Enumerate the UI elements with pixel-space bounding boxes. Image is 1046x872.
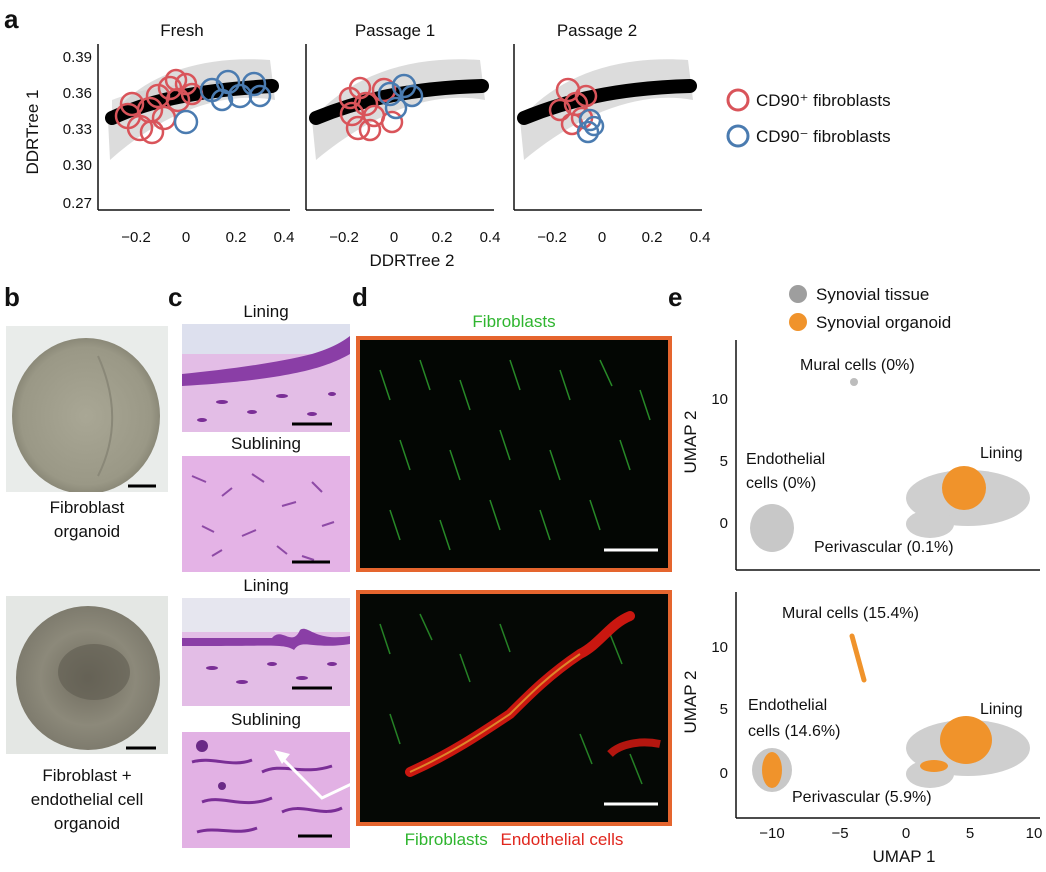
- ytick-top-10: 10: [711, 391, 728, 408]
- ytick-top-5: 5: [720, 453, 728, 470]
- top-mural-label: Mural cells (0%): [800, 357, 915, 374]
- ylabel-umap2-bottom: UMAP 2: [681, 671, 700, 734]
- panel-label-a: a: [4, 4, 19, 34]
- histology-lining-1: [182, 324, 350, 432]
- histology-sublining-2: [182, 732, 350, 848]
- xtick-5: 5: [966, 825, 974, 842]
- title-fresh: Fresh: [160, 21, 203, 40]
- ytick-top-0: 0: [720, 515, 728, 532]
- title-passage1: Passage 1: [355, 21, 435, 40]
- ylabel-umap2-top: UMAP 2: [681, 411, 700, 474]
- ytick-039: 0.39: [63, 49, 92, 66]
- bottom-mural-label: Mural cells (15.4%): [782, 605, 919, 622]
- bottom-lining-label: Lining: [980, 701, 1023, 718]
- xtick-p3-0: 0: [598, 229, 606, 246]
- legend-label-organoid: Synovial organoid: [816, 313, 951, 332]
- plot-fresh: [97, 44, 290, 211]
- label-d-bottom: Fibroblasts Endothelial cells: [356, 830, 672, 850]
- ylabel-ddrtree1: DDRTree 1: [23, 89, 42, 174]
- bottom-endo-label-2: cells (14.6%): [748, 723, 840, 740]
- caption-b-top-1: Fibroblast: [49, 498, 125, 517]
- xtick-0: 0: [902, 825, 910, 842]
- bottom-perivascular-label: Perivascular (5.9%): [792, 789, 932, 806]
- xlabel-ddrtree2: DDRTree 2: [369, 251, 454, 270]
- histology-lining-2: [182, 598, 350, 706]
- bottom-endo-label-1: Endothelial: [748, 697, 827, 714]
- ytick-030: 0.30: [63, 157, 92, 174]
- ytick-033: 0.33: [63, 121, 92, 138]
- title-passage2: Passage 2: [557, 21, 637, 40]
- xtick-p3-m02: −0.2: [537, 229, 567, 246]
- xtick-p2-0: 0: [390, 229, 398, 246]
- caption-b-bottom-2: endothelial cell: [30, 790, 144, 809]
- label-d-bottom-fibroblasts: Fibroblasts: [404, 830, 488, 849]
- umap-top: UMAP 2 10 5 0 Mural cells (0%) Endotheli…: [681, 340, 1040, 571]
- label-c-sublining-1: Sublining: [231, 434, 301, 453]
- top-lining-label: Lining: [980, 445, 1023, 462]
- panel-a-figure: Fresh Passage 1 Passage 2 DDRTree 1 0.39…: [23, 21, 891, 270]
- panel-e-figure: Synovial tissue Synovial organoid UMAP 2…: [681, 285, 1042, 866]
- legend-marker-organoid: [789, 313, 807, 331]
- coculture-organoid-image: [6, 596, 168, 754]
- ytick-bottom-10: 10: [711, 639, 728, 656]
- xtick-p2-m02: −0.2: [329, 229, 359, 246]
- top-endo-label-1: Endothelial: [746, 451, 825, 468]
- ytick-bottom-0: 0: [720, 765, 728, 782]
- label-c-lining-1: Lining: [243, 302, 289, 321]
- plot-passage1: [305, 44, 494, 211]
- legend-label-tissue: Synovial tissue: [816, 285, 929, 304]
- label-d-top: Fibroblasts: [472, 312, 556, 331]
- xtick-10: 10: [1026, 825, 1043, 842]
- xtick-p1-04: 0.4: [274, 229, 295, 246]
- ytick-bottom-5: 5: [720, 701, 728, 718]
- panel-label-b: b: [4, 282, 20, 312]
- plot-passage2: [513, 44, 702, 211]
- label-c-sublining-2: Sublining: [231, 710, 301, 729]
- xtick-m10: −10: [759, 825, 784, 842]
- legend-marker-tissue: [789, 285, 807, 303]
- xtick-p2-04: 0.4: [480, 229, 501, 246]
- xtick-m5: −5: [831, 825, 848, 842]
- xtick-p1-m02: −0.2: [121, 229, 151, 246]
- histology-sublining-1: [182, 456, 350, 572]
- caption-b-bottom-3: organoid: [53, 814, 121, 833]
- fibroblast-organoid-image: [6, 326, 168, 492]
- legend-label-cd90pos: CD90⁺ fibroblasts: [756, 91, 891, 110]
- xlabel-umap1: UMAP 1: [873, 847, 936, 866]
- legend-marker-cd90pos: [726, 88, 750, 112]
- legend-label-cd90neg: CD90⁻ fibroblasts: [756, 127, 891, 146]
- legend-marker-cd90neg: [726, 124, 750, 148]
- xtick-p3-02: 0.2: [642, 229, 663, 246]
- umap-bottom: UMAP 2 10 5 0 Mural cells (15.4%) Endoth…: [681, 592, 1042, 866]
- xtick-p1-02: 0.2: [226, 229, 247, 246]
- xtick-p2-02: 0.2: [432, 229, 453, 246]
- caption-b-top-2: organoid: [53, 522, 121, 541]
- panel-label-d: d: [352, 282, 368, 312]
- ytick-027: 0.27: [63, 195, 92, 212]
- fluorescence-coculture-image: [356, 590, 672, 826]
- panel-label-e: e: [668, 282, 683, 312]
- label-d-bottom-endothelial: Endothelial cells: [500, 830, 624, 849]
- panel-label-c: c: [168, 282, 183, 312]
- fluorescence-fibroblasts-image: [356, 336, 672, 572]
- top-endo-label-2: cells (0%): [746, 475, 816, 492]
- caption-b-bottom-1: Fibroblast +: [42, 766, 132, 785]
- top-perivascular-label: Perivascular (0.1%): [814, 539, 954, 556]
- xtick-p3-04: 0.4: [690, 229, 711, 246]
- label-c-lining-2: Lining: [243, 576, 289, 595]
- ytick-036: 0.36: [63, 85, 92, 102]
- xtick-p1-0: 0: [182, 229, 190, 246]
